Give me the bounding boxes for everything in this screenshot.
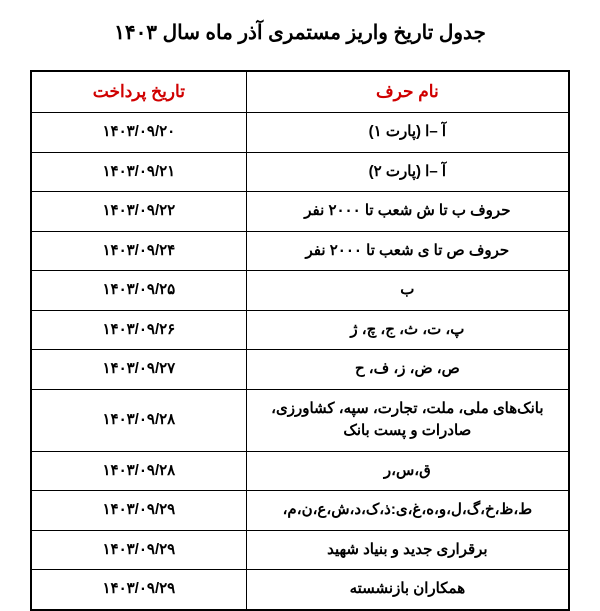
- cell-name: همکاران بازنشسته: [246, 570, 569, 610]
- cell-date: ۱۴۰۳/۰۹/۲۶: [31, 310, 246, 350]
- table-header-row: نام حرف تاریخ پرداخت: [31, 71, 569, 113]
- table-row: بانک‌های ملی، ملت، تجارت، سپه، کشاورزی، …: [31, 389, 569, 451]
- cell-name: برقراری جدید و بنیاد شهید: [246, 530, 569, 570]
- cell-name: ط،ظ،خ،گ،ل،و،ه،غ،ی:ذ،ک،د،ش،ع،ن،م،: [246, 491, 569, 531]
- cell-name: آ –ا (پارت ۲): [246, 152, 569, 192]
- cell-name: پ، ت، ث، ج، چ، ژ: [246, 310, 569, 350]
- table-row: پ، ت، ث، ج، چ، ژ ۱۴۰۳/۰۹/۲۶: [31, 310, 569, 350]
- cell-date: ۱۴۰۳/۰۹/۲۴: [31, 231, 246, 271]
- cell-name: ق،س،ر: [246, 451, 569, 491]
- table-body: آ –ا (پارت ۱) ۱۴۰۳/۰۹/۲۰ آ –ا (پارت ۲) ۱…: [31, 113, 569, 610]
- table-row: حروف ب تا ش شعب تا ۲۰۰۰ نفر ۱۴۰۳/۰۹/۲۲: [31, 192, 569, 232]
- cell-date: ۱۴۰۳/۰۹/۲۰: [31, 113, 246, 153]
- cell-name: بانک‌های ملی، ملت، تجارت، سپه، کشاورزی، …: [246, 389, 569, 451]
- table-row: ق،س،ر ۱۴۰۳/۰۹/۲۸: [31, 451, 569, 491]
- table-row: آ –ا (پارت ۲) ۱۴۰۳/۰۹/۲۱: [31, 152, 569, 192]
- page-title: جدول تاریخ واریز مستمری آذر ماه سال ۱۴۰۳: [30, 20, 570, 45]
- table-row: حروف ص تا ی شعب تا ۲۰۰۰ نفر ۱۴۰۳/۰۹/۲۴: [31, 231, 569, 271]
- cell-name: ص، ض، ز، ف، ح: [246, 350, 569, 390]
- cell-date: ۱۴۰۳/۰۹/۲۲: [31, 192, 246, 232]
- cell-date: ۱۴۰۳/۰۹/۲۵: [31, 271, 246, 311]
- cell-date: ۱۴۰۳/۰۹/۲۷: [31, 350, 246, 390]
- table-row: ب ۱۴۰۳/۰۹/۲۵: [31, 271, 569, 311]
- cell-name: حروف ب تا ش شعب تا ۲۰۰۰ نفر: [246, 192, 569, 232]
- cell-name: ب: [246, 271, 569, 311]
- cell-date: ۱۴۰۳/۰۹/۲۸: [31, 389, 246, 451]
- cell-date: ۱۴۰۳/۰۹/۲۹: [31, 530, 246, 570]
- cell-name: حروف ص تا ی شعب تا ۲۰۰۰ نفر: [246, 231, 569, 271]
- table-row: آ –ا (پارت ۱) ۱۴۰۳/۰۹/۲۰: [31, 113, 569, 153]
- cell-date: ۱۴۰۳/۰۹/۲۱: [31, 152, 246, 192]
- cell-name: آ –ا (پارت ۱): [246, 113, 569, 153]
- cell-date: ۱۴۰۳/۰۹/۲۹: [31, 570, 246, 610]
- header-name: نام حرف: [246, 71, 569, 113]
- header-date: تاریخ پرداخت: [31, 71, 246, 113]
- table-row: ص، ض، ز، ف، ح ۱۴۰۳/۰۹/۲۷: [31, 350, 569, 390]
- table-row: ط،ظ،خ،گ،ل،و،ه،غ،ی:ذ،ک،د،ش،ع،ن،م، ۱۴۰۳/۰۹…: [31, 491, 569, 531]
- table-row: همکاران بازنشسته ۱۴۰۳/۰۹/۲۹: [31, 570, 569, 610]
- cell-date: ۱۴۰۳/۰۹/۲۸: [31, 451, 246, 491]
- table-row: برقراری جدید و بنیاد شهید ۱۴۰۳/۰۹/۲۹: [31, 530, 569, 570]
- cell-date: ۱۴۰۳/۰۹/۲۹: [31, 491, 246, 531]
- payment-schedule-table: نام حرف تاریخ پرداخت آ –ا (پارت ۱) ۱۴۰۳/…: [30, 70, 570, 611]
